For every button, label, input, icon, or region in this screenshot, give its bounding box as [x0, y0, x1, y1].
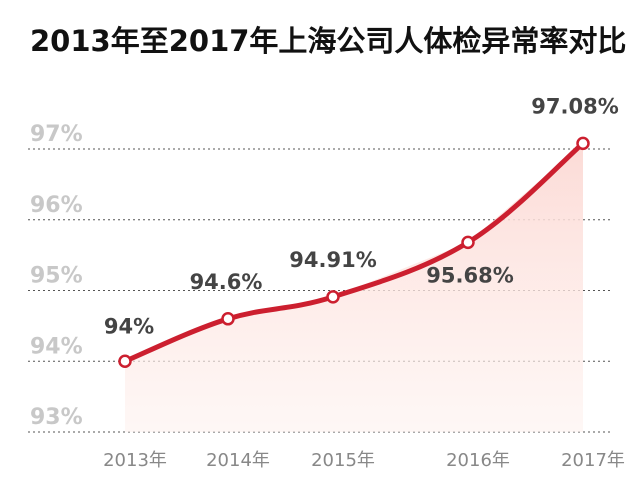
y-tick-label: 96%	[30, 193, 83, 218]
y-tick-label: 94%	[30, 334, 83, 359]
chart-title: 2013年至2017年上海公司人体检异常率对比	[30, 24, 627, 58]
x-tick-label: 2013年	[103, 450, 167, 471]
data-label: 94%	[104, 314, 154, 338]
data-label: 94.91%	[289, 248, 376, 272]
y-tick-label: 97%	[30, 122, 83, 147]
area-fill	[125, 143, 583, 432]
y-tick-label: 93%	[30, 405, 83, 430]
x-tick-label: 2017年	[561, 450, 625, 471]
data-label: 97.08%	[531, 94, 618, 118]
data-point	[326, 290, 340, 304]
x-tick-label: 2015年	[311, 450, 375, 471]
x-tick-label: 2014年	[206, 450, 270, 471]
data-point	[576, 136, 590, 151]
data-point	[118, 354, 132, 368]
data-point	[461, 235, 475, 250]
data-label: 94.6%	[190, 270, 263, 294]
x-tick-label: 2016年	[446, 450, 510, 471]
data-point	[221, 312, 235, 326]
series-line	[122, 140, 586, 364]
y-tick-label: 95%	[30, 264, 83, 289]
data-label: 95.68%	[426, 263, 513, 287]
